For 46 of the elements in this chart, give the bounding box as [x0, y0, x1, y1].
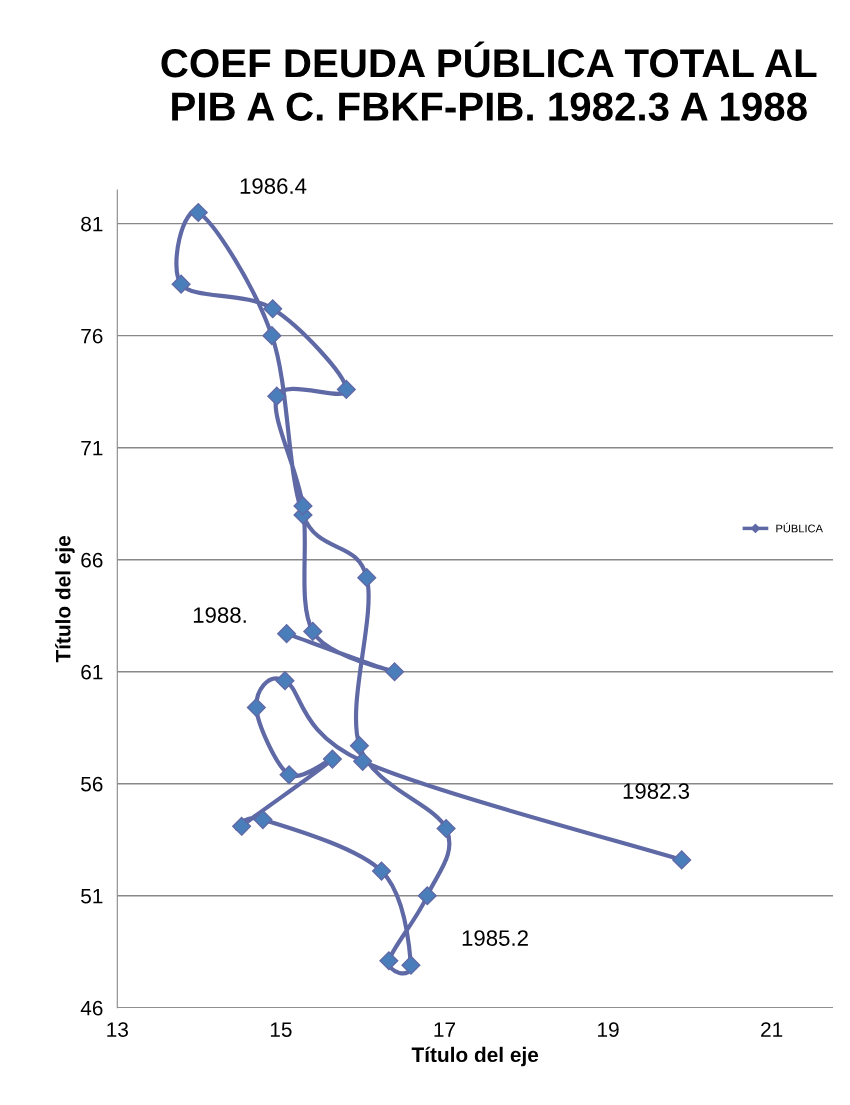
x-tick-label: 19	[598, 1022, 619, 1037]
point	[303, 621, 323, 641]
point	[232, 816, 252, 836]
y-tick-label: 61	[81, 664, 103, 680]
x-axis-title: Título del eje	[411, 1046, 539, 1067]
chart-title: COEF DEUDA PÚBLICA TOTAL AL PIB A C. FBKF-PIB. 1982.3 A 1988	[161, 41, 817, 121]
point	[275, 671, 295, 691]
point	[353, 751, 373, 771]
annotation: 1988.	[193, 607, 246, 623]
x-tick-label: 15	[270, 1022, 292, 1037]
point	[336, 379, 356, 399]
point	[371, 861, 392, 881]
point	[279, 765, 299, 785]
y-axis-title: Título del eje	[55, 535, 75, 663]
point	[246, 698, 266, 718]
point	[263, 299, 283, 319]
point	[171, 274, 191, 294]
x-tick-label: 13	[107, 1022, 128, 1037]
point	[436, 819, 456, 839]
point	[401, 955, 421, 975]
point	[188, 202, 208, 222]
y-tick-label: 66	[81, 552, 103, 568]
y-tick-label: 56	[81, 776, 103, 792]
y-tick-label: 81	[81, 216, 103, 232]
point	[417, 886, 437, 906]
annotation: 1986.4	[240, 178, 307, 194]
y-tick-label: 46	[80, 1000, 103, 1016]
point	[267, 386, 287, 406]
point	[349, 736, 369, 756]
point	[293, 496, 313, 516]
legend-label: PÚBLICA	[776, 522, 823, 533]
point	[262, 326, 282, 346]
point	[277, 624, 297, 644]
point	[672, 850, 692, 870]
point	[322, 749, 342, 769]
y-tick-label: 51	[81, 888, 103, 904]
y-tick-label: 76	[81, 328, 103, 344]
point	[253, 810, 273, 830]
x-tick-label: 17	[434, 1022, 456, 1037]
point	[385, 662, 405, 682]
point	[379, 951, 399, 971]
annotation: 1982.3	[623, 783, 690, 799]
annotation: 1985.2	[462, 930, 528, 946]
point	[357, 568, 377, 588]
y-tick-label: 71	[81, 440, 103, 456]
x-tick-label: 21	[761, 1022, 783, 1037]
